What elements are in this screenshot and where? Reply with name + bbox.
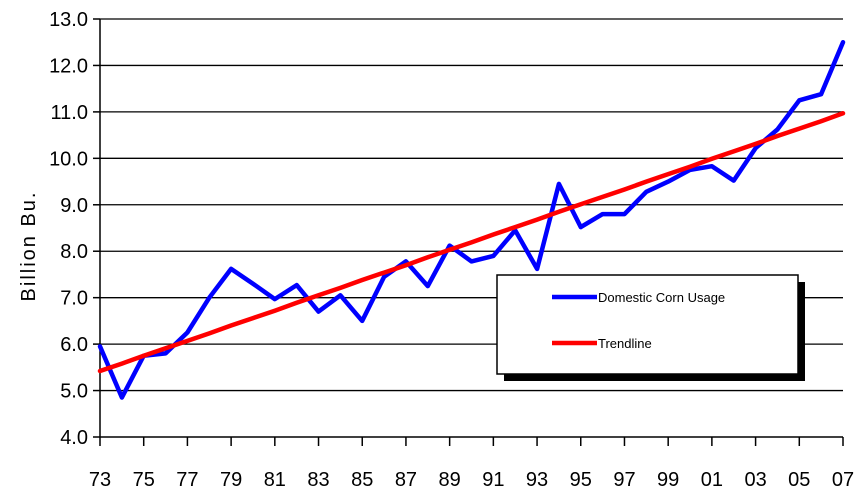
x-tick-label: 95 <box>570 469 592 491</box>
y-tick-label: 9.0 <box>60 195 88 217</box>
x-tick-label: 89 <box>439 469 461 491</box>
y-tick-label: 12.0 <box>49 55 88 77</box>
y-tick-label: 4.0 <box>60 427 88 449</box>
x-tick-label: 77 <box>176 469 198 491</box>
series-line-domestic-corn-usage <box>97 39 846 400</box>
legend-label-domestic-corn-usage: Domestic Corn Usage <box>598 290 725 305</box>
x-tick-label: 87 <box>395 469 417 491</box>
legend: Domestic Corn Usage Trendline <box>496 274 805 381</box>
x-tick-label: 05 <box>788 469 810 491</box>
x-tick-label: 07 <box>832 469 854 491</box>
gridlines <box>100 18 843 392</box>
x-tick-label: 93 <box>526 469 548 491</box>
x-tick-label: 97 <box>613 469 635 491</box>
legend-label-trendline: Trendline <box>598 336 652 351</box>
x-tick-label: 73 <box>89 469 111 491</box>
x-tick-label: 75 <box>133 469 155 491</box>
x-axis-ticks <box>99 437 844 446</box>
y-tick-label: 10.0 <box>49 148 88 170</box>
y-tick-label: 6.0 <box>60 334 88 356</box>
series-lines <box>97 39 846 400</box>
y-axis-ticks <box>93 18 100 438</box>
x-axis-tick-labels: 73 75 77 79 81 83 85 87 89 91 93 95 97 99 01 03 05 07 <box>89 469 854 491</box>
y-axis-title: Billion Bu. <box>18 191 40 302</box>
y-tick-label: 13.0 <box>49 9 88 31</box>
y-tick-label: 11.0 <box>51 102 88 124</box>
x-tick-label: 83 <box>307 469 329 491</box>
y-tick-label: 5.0 <box>60 381 88 403</box>
y-tick-label: 8.0 <box>60 241 88 263</box>
x-tick-label: 91 <box>482 469 504 491</box>
x-tick-label: 85 <box>351 469 373 491</box>
x-tick-label: 03 <box>744 469 766 491</box>
x-tick-label: 01 <box>701 469 723 491</box>
legend-box <box>496 274 799 375</box>
y-axis-tick-labels: 4.0 5.0 6.0 7.0 8.0 9.0 10.0 11.0 12.0 13.0 <box>49 9 88 449</box>
x-tick-label: 81 <box>264 469 286 491</box>
x-tick-label: 99 <box>657 469 679 491</box>
series-line-trendline <box>97 111 846 374</box>
x-tick-label: 79 <box>220 469 242 491</box>
y-tick-label: 7.0 <box>60 288 88 310</box>
